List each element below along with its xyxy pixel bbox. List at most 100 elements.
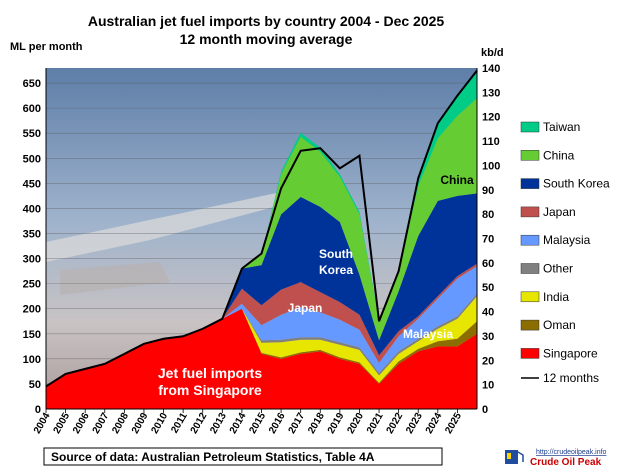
x-tick-label-2012: 2012 — [189, 411, 210, 436]
x-tick-label-2017: 2017 — [287, 411, 308, 436]
x-tick-label-2023: 2023 — [404, 411, 425, 436]
y-tick-right-130: 130 — [482, 87, 500, 99]
y-tick-right-120: 120 — [482, 112, 500, 124]
annotation-jet-fuel-imports: Jet fuel imports — [158, 365, 262, 381]
area-south-korea — [46, 193, 477, 387]
annotation-south: South — [319, 247, 353, 261]
annotation-malaysia: Malaysia — [403, 327, 453, 341]
y-axis-label-left: ML per month — [10, 41, 83, 53]
x-tick-label-2008: 2008 — [110, 411, 131, 436]
x-tick-label-2005: 2005 — [52, 411, 73, 436]
y-tick-left-350: 350 — [23, 228, 41, 240]
y-tick-left-600: 600 — [23, 103, 41, 115]
logo-url: http://crudeoilpeak.info — [536, 449, 607, 456]
chart-title: Australian jet fuel imports by country 2… — [88, 13, 445, 29]
legend-label-oman: Oman — [543, 318, 576, 332]
legend-label-malaysia: Malaysia — [543, 233, 591, 247]
legend-label-japan: Japan — [543, 205, 576, 219]
annotation-china: China — [440, 173, 474, 187]
line-12-months — [45, 69, 478, 388]
y-tick-right-60: 60 — [482, 258, 494, 270]
x-tick-label-2018: 2018 — [306, 411, 327, 436]
y-tick-right-70: 70 — [482, 234, 494, 246]
y-tick-right-20: 20 — [482, 355, 494, 367]
area-india — [46, 296, 477, 387]
y-tick-left-450: 450 — [23, 178, 41, 190]
y-tick-left-50: 50 — [29, 379, 41, 391]
total-line-layer — [45, 69, 478, 388]
x-tick-label-2014: 2014 — [228, 411, 249, 436]
y-tick-right-0: 0 — [482, 404, 488, 416]
x-tick-label-2009: 2009 — [130, 411, 151, 436]
x-tick-label-2016: 2016 — [267, 411, 288, 436]
aircraft-wing-graphic — [46, 188, 330, 262]
x-tick-label-2019: 2019 — [326, 411, 347, 436]
legend-swatch-oman — [520, 319, 540, 331]
legend-label-south-korea: South Korea — [543, 177, 610, 191]
legend: Taiwan China South Korea Japan Malaysia Other… — [520, 120, 610, 360]
x-tick-label-2007: 2007 — [91, 411, 112, 436]
legend-label-other: Other — [543, 262, 573, 276]
stacked-areas — [46, 73, 477, 409]
legend-swatch-malaysia — [520, 234, 540, 246]
x-tick-label-2011: 2011 — [169, 411, 190, 436]
area-malaysia — [46, 266, 477, 387]
legend-label-taiwan: Taiwan — [543, 120, 580, 134]
legend-swatch-singapore — [520, 348, 540, 359]
logo-name: Crude Oil Peak — [530, 457, 602, 468]
legend-label-12-months: 12 months — [543, 371, 599, 385]
y-tick-right-40: 40 — [482, 307, 494, 319]
legend-label-singapore: Singapore — [543, 346, 598, 360]
x-tick-label-2024: 2024 — [424, 411, 445, 436]
source-text: Source of data: Australian Petroleum Sta… — [51, 450, 375, 464]
y-tick-right-10: 10 — [482, 380, 494, 392]
area-singapore — [46, 308, 477, 409]
y-tick-right-90: 90 — [482, 185, 494, 197]
x-tick-label-2015: 2015 — [247, 411, 268, 436]
y-tick-right-30: 30 — [482, 331, 494, 343]
y-ticks-left: 0 50 100 150 200 250 300 350 400 450 500 550 600 650 — [23, 78, 41, 416]
y-tick-left-500: 500 — [23, 153, 41, 165]
legend-swatch-china — [520, 150, 540, 161]
x-tick-label-2006: 2006 — [71, 411, 92, 436]
y-axis-label-right: kb/d — [481, 47, 504, 59]
annotation-korea: Korea — [319, 263, 353, 277]
y-tick-right-80: 80 — [482, 209, 494, 221]
legend-label-india: India — [543, 290, 569, 304]
y-tick-left-100: 100 — [23, 354, 41, 366]
annotation-japan: Japan — [288, 301, 323, 315]
x-tick-label-2021: 2021 — [365, 411, 386, 436]
y-tick-left-550: 550 — [23, 128, 41, 140]
x-tick-label-2025: 2025 — [443, 411, 464, 436]
y-tick-right-110: 110 — [482, 136, 500, 148]
x-tick-label-2022: 2022 — [385, 411, 406, 436]
legend-swatch-india — [520, 291, 540, 303]
x-tick-label-2013: 2013 — [208, 411, 229, 436]
y-tick-left-300: 300 — [23, 254, 41, 266]
legend-swatch-japan — [520, 206, 540, 218]
y-tick-left-250: 250 — [23, 279, 41, 291]
logo-pump-icon — [505, 450, 524, 464]
y-tick-left-0: 0 — [35, 404, 41, 416]
y-tick-right-100: 100 — [482, 160, 500, 172]
x-tick-label-2010: 2010 — [149, 411, 170, 436]
engine-graphic — [60, 262, 170, 295]
y-tick-right-50: 50 — [482, 282, 494, 294]
area-japan — [46, 263, 477, 387]
y-tick-left-200: 200 — [23, 304, 41, 316]
x-tick-label-2020: 2020 — [345, 411, 366, 436]
y-tick-left-400: 400 — [23, 203, 41, 215]
annotation-from-singapore: from Singapore — [158, 382, 262, 398]
legend-swatch-other — [520, 263, 540, 274]
source-box — [43, 447, 443, 466]
y-tick-left-150: 150 — [23, 329, 41, 341]
legend-swatch-taiwan — [520, 121, 540, 133]
y-ticks-right: 0 10 20 30 40 50 60 70 80 90 100 110 120 130 140 — [482, 63, 500, 416]
legend-swatch-south-korea — [520, 178, 540, 189]
legend-label-china: China — [543, 148, 575, 162]
y-tick-right-140: 140 — [482, 63, 500, 75]
chart-subtitle: 12 month moving average — [180, 31, 353, 47]
y-tick-left-650: 650 — [23, 78, 41, 90]
